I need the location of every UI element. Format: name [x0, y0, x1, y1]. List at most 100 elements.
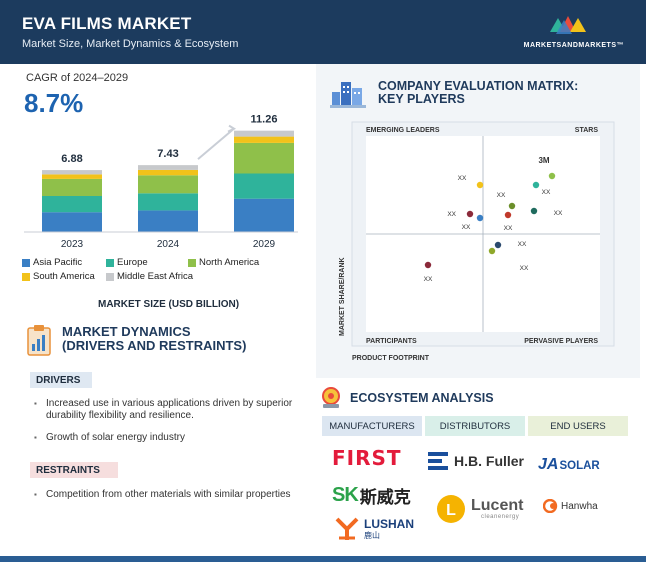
matrix-title-line1: COMPANY EVALUATION MATRIX: — [378, 79, 579, 93]
matrix-point-label: XX — [520, 265, 529, 272]
matrix-point — [532, 181, 540, 189]
restraint-item: Competition from other materials with si… — [34, 489, 308, 501]
matrix-point — [466, 210, 474, 218]
matrix-point-label: XX — [447, 211, 456, 218]
bar-segment — [234, 142, 294, 174]
legend-label: Middle East Africa — [117, 271, 194, 282]
bar-segment — [42, 212, 102, 232]
footer-bar — [0, 556, 646, 562]
bar-total-label: 7.43 — [157, 148, 178, 160]
marketsandmarkets-logo-icon — [550, 16, 586, 34]
legend-swatch — [106, 272, 114, 281]
legend-item: North America — [188, 257, 259, 268]
trend-line — [197, 127, 235, 160]
hbfuller-name: H.B. Fuller — [454, 453, 525, 469]
cagr-value: 8.7% — [24, 88, 84, 118]
lushan-cn: 鹿山 — [364, 530, 380, 540]
distributors-header: DISTRIBUTORS — [425, 416, 525, 436]
hanwha-logo: Hanwha — [543, 499, 598, 513]
lucent-sub: cleanenergy — [481, 514, 520, 520]
drivers-tag: DRIVERS — [30, 372, 92, 388]
bar-segment — [42, 178, 102, 196]
driver-item: Increased use in various applications dr… — [34, 398, 306, 422]
matrix-point — [424, 261, 432, 269]
matrix-point-label: XX — [424, 276, 433, 283]
md-title-line2: (DRIVERS AND RESTRAINTS) — [62, 338, 247, 353]
matrix-title: COMPANY EVALUATION MATRIX: KEY PLAYERS — [378, 80, 578, 106]
matrix-point-label: XX — [504, 225, 513, 232]
driver-item: Growth of solar energy industry — [34, 432, 306, 444]
md-title-line1: MARKET DYNAMICS — [62, 324, 191, 339]
bar-segment — [234, 136, 294, 143]
matrix-point-label: XX — [542, 189, 551, 196]
lushan-logo: LUSHAN 鹿山 — [334, 516, 414, 542]
header-banner: EVA FILMS MARKET Market Size, Market Dyn… — [0, 0, 646, 64]
y-axis-label: MARKET SHARE/RANK — [339, 257, 346, 336]
skc-cn: 斯威克 — [359, 488, 411, 507]
bar-segment — [138, 175, 198, 194]
quadrant-label-participants: PARTICIPANTS — [366, 338, 417, 345]
lucent-mark-icon: L — [437, 495, 465, 523]
skc-sk: SK — [332, 484, 359, 506]
bar-segment — [138, 193, 198, 211]
market-dynamics-title: MARKET DYNAMICS (DRIVERS AND RESTRAINTS) — [62, 325, 246, 353]
hbfuller-logo: H.B. Fuller — [428, 452, 524, 470]
market-size-bar-chart: 6.88 2023 7.43 2024 11.26 2029 — [24, 114, 298, 250]
matrix-point-label: XX — [554, 210, 563, 217]
matrix-title-line2: KEY PLAYERS — [378, 92, 465, 106]
category-tick-label: 2023 — [61, 239, 84, 250]
x-axis-label: PRODUCT FOOTPRINT — [352, 355, 430, 362]
matrix-point-label: XX — [462, 224, 471, 231]
ecosystem-title: ECOSYSTEM ANALYSIS — [350, 391, 494, 405]
bar-segment — [42, 170, 102, 175]
matrix-point-label: XX — [518, 241, 527, 248]
matrix-point-label: XX — [497, 192, 506, 199]
bar-segment — [138, 210, 198, 232]
bar-total-label: 6.88 — [61, 153, 82, 165]
bar-segment — [42, 196, 102, 213]
legend-item: South America — [22, 271, 95, 282]
matrix-point — [548, 172, 556, 180]
bar-segment — [138, 169, 198, 176]
jasolar-logo: JA SOLAR — [538, 456, 600, 474]
lushan-mark-icon — [335, 517, 359, 540]
hbfuller-mark-icon — [428, 452, 448, 470]
matrix-point — [476, 214, 484, 222]
matrix-point — [504, 211, 512, 219]
clipboard-chart-icon — [27, 325, 51, 356]
matrix-point — [508, 202, 516, 210]
bar-segment — [234, 173, 294, 199]
lucent-logo: L Lucent cleanenergy — [436, 494, 523, 524]
legend-swatch — [22, 258, 30, 267]
jasolar-solar: SOLAR — [559, 460, 600, 472]
matrix-point — [494, 241, 502, 249]
hanwha-name: Hanwha — [561, 500, 598, 512]
jasolar-ja: JA — [538, 456, 559, 473]
legend-label: Asia Pacific — [33, 257, 83, 268]
company-evaluation-matrix: EMERGING LEADERS STARS PARTICIPANTS PERVASI… — [339, 121, 615, 362]
quadrant-label-stars: STARS — [575, 127, 599, 134]
legend-label: North America — [199, 257, 260, 268]
legend-label: South America — [33, 271, 95, 282]
legend-swatch — [188, 258, 196, 267]
category-tick-label: 2029 — [253, 239, 276, 250]
legend-label: Europe — [117, 257, 148, 268]
matrix-point-label: XX — [458, 175, 467, 182]
market-size-label: MARKET SIZE (USD BILLION) — [98, 299, 240, 310]
manufacturers-header: MANUFACTURERS — [322, 416, 422, 436]
matrix-point — [476, 181, 484, 189]
matrix-point — [530, 207, 538, 215]
quadrant-label-pervasive-players: PERVASIVE PLAYERS — [524, 338, 598, 345]
bar-segment — [42, 174, 102, 179]
legend-item: Europe — [106, 257, 148, 268]
buildings-icon — [330, 82, 366, 108]
skc-logo: SK 斯威克 — [332, 483, 411, 508]
first-logo: FIRST — [332, 446, 402, 470]
bar-total-label: 11.26 — [251, 114, 278, 126]
page-subtitle: Market Size, Market Dynamics & Ecosystem — [22, 38, 239, 50]
lucent-name: Lucent — [471, 497, 524, 514]
matrix-point-label: 3M — [538, 156, 549, 165]
matrix-point — [488, 247, 496, 255]
lushan-name: LUSHAN — [364, 516, 414, 531]
restraints-tag: RESTRAINTS — [30, 462, 118, 478]
